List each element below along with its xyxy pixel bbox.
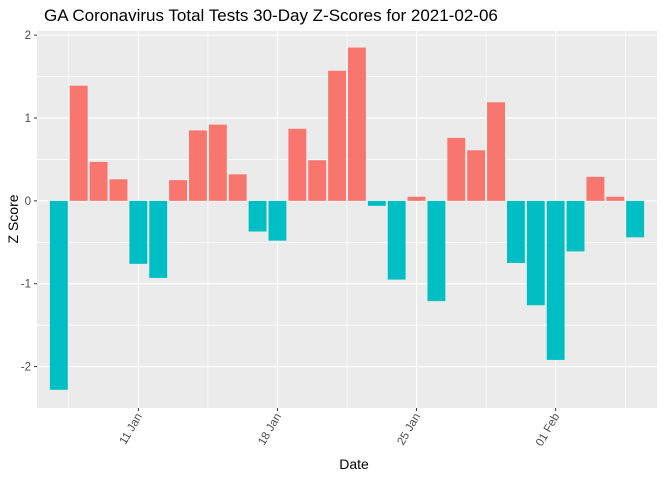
x-tick-label: 11 Jan	[118, 412, 145, 447]
bar	[89, 161, 108, 201]
bar	[526, 200, 545, 306]
bar	[129, 200, 148, 264]
bar	[69, 85, 88, 201]
y-axis-title: Z Score	[5, 194, 21, 243]
y-axis-ticks: -2 -1 0 1 2	[21, 30, 37, 374]
y-tick-label: 1	[25, 113, 31, 125]
bar	[149, 200, 168, 278]
bar	[447, 137, 466, 201]
bar	[328, 70, 347, 201]
y-tick-label: 0	[25, 196, 31, 208]
bar	[228, 174, 247, 201]
y-tick-label: -1	[21, 279, 31, 291]
bars	[49, 47, 645, 390]
x-tick-label: 25 Jan	[395, 412, 423, 448]
chart-title: GA Coronavirus Total Tests 30-Day Z-Scor…	[44, 6, 498, 25]
bar	[189, 130, 207, 201]
bar	[407, 196, 426, 201]
bar	[248, 200, 267, 232]
bar	[387, 200, 406, 280]
x-axis-ticks: 11 Jan 18 Jan 25 Jan 01 Feb	[118, 408, 562, 449]
bar	[487, 102, 505, 201]
bar	[288, 128, 307, 201]
bar	[208, 124, 227, 201]
bar	[586, 176, 605, 201]
bar	[308, 160, 327, 201]
bar	[367, 200, 386, 206]
bar	[109, 179, 128, 201]
bar	[169, 180, 188, 201]
x-tick-label: 18 Jan	[256, 412, 284, 448]
bar	[268, 200, 287, 241]
bar	[427, 200, 446, 302]
bar	[626, 200, 645, 238]
bar	[546, 200, 565, 360]
bar	[347, 47, 366, 201]
y-tick-label: -2	[21, 362, 31, 374]
bar	[49, 200, 68, 390]
bar	[467, 150, 486, 201]
bar	[566, 200, 585, 252]
bar	[506, 200, 525, 263]
y-tick-label: 2	[25, 30, 31, 42]
x-tick-label: 01 Feb	[534, 412, 562, 449]
x-axis-title: Date	[339, 456, 369, 472]
bar	[606, 196, 625, 201]
